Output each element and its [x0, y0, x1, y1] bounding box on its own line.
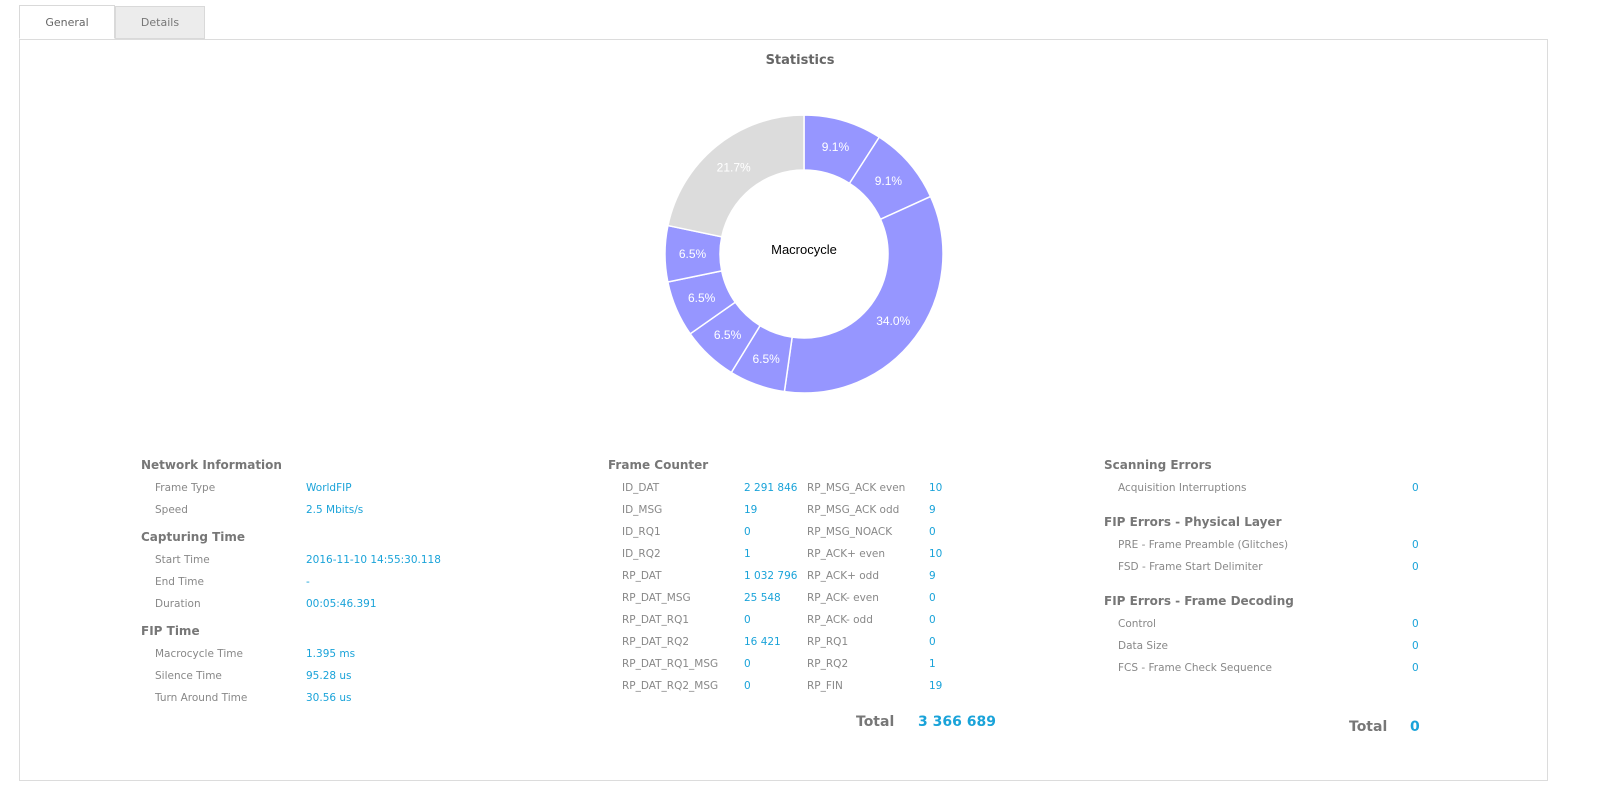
- frame-counter-value: 16 421: [744, 636, 781, 648]
- frame-counter-total-label: Total: [856, 714, 895, 730]
- start-time-label: Start Time: [155, 554, 210, 566]
- frame-counter-label: RP_ACK- even: [807, 592, 879, 604]
- end-time-label: End Time: [155, 576, 204, 588]
- control-label: Control: [1118, 618, 1156, 630]
- frame-counter-label: RP_MSG_NOACK: [807, 526, 893, 538]
- fsd-frame-start-label: FSD - Frame Start Delimiter: [1118, 561, 1263, 573]
- duration-label: Duration: [155, 598, 201, 610]
- frame-counter-value: 2 291 846: [744, 482, 798, 494]
- silence-time-value: 95.28 us: [306, 670, 352, 682]
- frame-counter-label: RP_ACK+ odd: [807, 570, 879, 582]
- frame-counter-value: 9: [929, 570, 936, 582]
- donut-slice-label: 6.5%: [714, 328, 742, 342]
- frame-counter-value: 10: [929, 482, 943, 494]
- data-size-label: Data Size: [1118, 640, 1168, 652]
- fsd-frame-start-value: 0: [1412, 561, 1419, 573]
- fip-time-title: FIP Time: [141, 624, 200, 638]
- control-value: 0: [1412, 618, 1419, 630]
- donut-slice-label: 21.7%: [717, 160, 751, 174]
- macrocycle-time-value: 1.395 ms: [306, 648, 356, 660]
- acquisition-interruptions-label: Acquisition Interruptions: [1118, 482, 1247, 494]
- turn-around-time-label: Turn Around Time: [155, 692, 248, 704]
- statistics-title: Statistics: [765, 53, 835, 68]
- frame-counter-value: 0: [744, 614, 751, 626]
- frame-counter-label: RP_RQ1: [807, 636, 849, 648]
- errors-total-label: Total: [1349, 719, 1388, 735]
- capturing-time-title: Capturing Time: [141, 530, 246, 544]
- duration-value: 00:05:46.391: [306, 598, 377, 610]
- speed-value: 2.5 Mbits/s: [306, 504, 364, 516]
- frame-counter-value: 1: [744, 548, 751, 560]
- acquisition-interruptions-value: 0: [1412, 482, 1419, 494]
- frame-counter-label: RP_MSG_ACK even: [807, 482, 906, 494]
- frame-counter-label: RP_DAT_RQ2_MSG: [622, 680, 719, 692]
- end-time-value: -: [306, 576, 310, 588]
- frame-counter-value: 0: [744, 526, 751, 538]
- macrocycle-time-label: Macrocycle Time: [155, 648, 243, 660]
- frame-counter-label: RP_MSG_ACK odd: [807, 504, 900, 516]
- donut-slice-label: 6.5%: [688, 291, 716, 305]
- frame-counter-value: 0: [929, 526, 936, 538]
- frame-counter-label: RP_DAT_RQ1_MSG: [622, 658, 719, 670]
- errors-total-value: 0: [1410, 719, 1420, 735]
- turn-around-time-value: 30.56 us: [306, 692, 352, 704]
- fcs-frame-check-label: FCS - Frame Check Sequence: [1118, 662, 1272, 674]
- frame-counter-value: 25 548: [744, 592, 781, 604]
- frame-counter-label: ID_MSG: [622, 504, 663, 516]
- frame-counter-label: ID_RQ1: [622, 526, 661, 538]
- frame-counter-value: 0: [929, 636, 936, 648]
- frame-counter-value: 1: [929, 658, 936, 670]
- donut-slice[interactable]: [783, 195, 944, 394]
- donut-slice-label: 9.1%: [875, 174, 903, 188]
- donut-slice-label: 6.5%: [753, 352, 781, 366]
- frame-counter-value: 19: [929, 680, 943, 692]
- scanning-errors-title: Scanning Errors: [1104, 458, 1212, 472]
- frame-counter-value: 0: [744, 658, 751, 670]
- frame-counter-label: RP_DAT_RQ1: [622, 614, 690, 626]
- frame-counter-label: RP_DAT_MSG: [622, 592, 691, 604]
- speed-label: Speed: [155, 504, 188, 516]
- frame-counter-label: RP_RQ2: [807, 658, 849, 670]
- frame-counter-value: 10: [929, 548, 943, 560]
- frame-counter-value: 0: [929, 592, 936, 604]
- donut-slice-label: 9.1%: [822, 140, 850, 154]
- donut-center-label: Macrocycle: [771, 242, 837, 257]
- frame-counter-total-value: 3 366 689: [918, 714, 996, 730]
- frame-counter-title: Frame Counter: [608, 458, 709, 472]
- start-time-value: 2016-11-10 14:55:30.118: [306, 554, 441, 566]
- frame-type-value: WorldFIP: [306, 482, 352, 494]
- frame-counter-label: RP_FIN: [807, 680, 843, 692]
- fip-errors-physical-title: FIP Errors - Physical Layer: [1104, 515, 1282, 529]
- fcs-frame-check-value: 0: [1412, 662, 1419, 674]
- frame-counter-label: ID_RQ2: [622, 548, 661, 560]
- tab-details[interactable]: Details: [115, 6, 205, 39]
- frame-counter-label: ID_DAT: [622, 482, 660, 494]
- frame-counter-label: RP_DAT: [622, 570, 662, 582]
- frame-counter-label: RP_ACK- odd: [807, 614, 873, 626]
- frame-counter-value: 0: [929, 614, 936, 626]
- silence-time-label: Silence Time: [155, 670, 222, 682]
- pre-frame-preamble-label: PRE - Frame Preamble (Glitches): [1118, 539, 1289, 551]
- fip-errors-decoding-title: FIP Errors - Frame Decoding: [1104, 594, 1294, 608]
- data-size-value: 0: [1412, 640, 1419, 652]
- frame-counter-label: RP_DAT_RQ2: [622, 636, 690, 648]
- network-info-title: Network Information: [141, 458, 282, 472]
- donut-slice-label: 34.0%: [876, 314, 910, 328]
- donut-slice[interactable]: [667, 114, 805, 238]
- donut-slice-label: 6.5%: [679, 247, 707, 261]
- frame-counter-value: 19: [744, 504, 758, 516]
- frame-counter-value: 0: [744, 680, 751, 692]
- frame-counter-value: 9: [929, 504, 936, 516]
- tab-general[interactable]: General: [19, 5, 115, 39]
- frame-type-label: Frame Type: [155, 482, 216, 494]
- frame-counter-label: RP_ACK+ even: [807, 548, 886, 560]
- frame-counter-value: 1 032 796: [744, 570, 798, 582]
- pre-frame-preamble-value: 0: [1412, 539, 1419, 551]
